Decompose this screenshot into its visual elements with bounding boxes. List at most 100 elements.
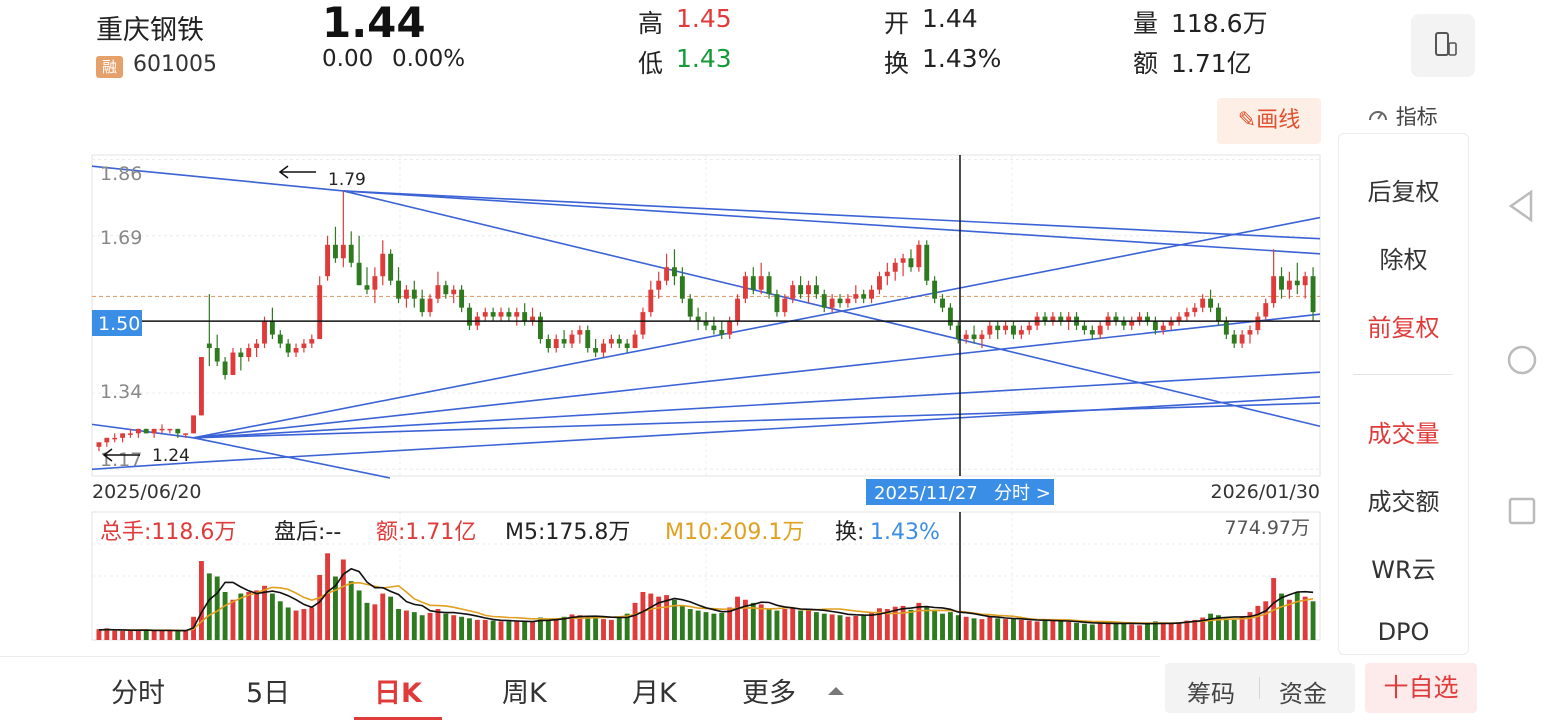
volume-bar: [908, 609, 914, 640]
candle-body: [1152, 321, 1158, 331]
crosshair-price-tag: [92, 310, 142, 336]
candle-body: [403, 289, 409, 299]
candle-body: [1208, 298, 1214, 308]
volume-bar: [593, 618, 599, 640]
back-nav-icon[interactable]: [1505, 189, 1539, 223]
funds-button[interactable]: 资金: [1279, 680, 1327, 708]
trendline: [91, 423, 194, 439]
screen-rotate-button[interactable]: [1411, 14, 1475, 77]
ex-rights-option[interactable]: 除权: [1379, 246, 1428, 274]
volume-bar: [230, 599, 236, 640]
kline-chart[interactable]: 1.86 1.69 1.34 1.17 1.50 1.79 1.24 2025/…: [0, 0, 1340, 656]
volume-bar: [1074, 622, 1079, 640]
draw-line-button[interactable]: ✎画线: [1217, 98, 1321, 144]
chart-grid: [91, 154, 1321, 641]
candle-body: [845, 298, 851, 304]
candle-body: [569, 334, 575, 344]
volume-bar: [679, 605, 685, 640]
tab-monthly-k[interactable]: 月K: [632, 678, 677, 709]
volume-bar: [1223, 618, 1229, 640]
volume-bar: [135, 629, 141, 640]
volume-bar: [900, 605, 906, 640]
trendline: [193, 402, 1321, 439]
volume-bar: [1286, 599, 1292, 640]
candle-body: [656, 280, 662, 290]
candle-body: [608, 339, 614, 344]
candle-body: [230, 352, 236, 375]
candle-body: [585, 330, 591, 349]
candle-body: [1145, 316, 1150, 322]
candle-body: [648, 289, 654, 313]
candle-body: [262, 321, 267, 344]
candle-body: [1239, 334, 1245, 344]
y-tick-label: 1.34: [100, 381, 142, 403]
volume-bar: [884, 609, 890, 640]
active-tab-indicator: [354, 717, 442, 720]
volume-bar: [561, 616, 567, 640]
volume-bar: [1184, 620, 1190, 640]
wr-indicator-option[interactable]: WR云: [1371, 556, 1436, 584]
volume-bar: [482, 619, 488, 640]
volume-bar: [1129, 624, 1135, 640]
candle-body: [214, 348, 220, 362]
backward-adjust-option[interactable]: 后复权: [1367, 178, 1440, 206]
volume-bar: [356, 590, 362, 640]
crosshair-date-tag[interactable]: [866, 479, 1054, 505]
volume-bar: [403, 610, 409, 640]
volume-ma5-line: [98, 567, 1314, 632]
tab-intraday[interactable]: 分时: [111, 678, 165, 709]
candle-body: [1294, 280, 1300, 286]
candle-body: [151, 428, 157, 434]
forward-adjust-option[interactable]: 前复权: [1367, 314, 1440, 342]
candle-body: [1050, 316, 1056, 322]
volume-bar: [1231, 619, 1237, 640]
candle-body: [309, 339, 315, 344]
volume-bar: [388, 596, 394, 640]
volume-bar: [987, 616, 993, 640]
dpo-indicator-option[interactable]: DPO: [1377, 618, 1430, 646]
candle-body: [254, 343, 260, 349]
open-label: 开: [884, 9, 910, 38]
candle-body: [947, 307, 953, 326]
candle-body: [616, 339, 622, 344]
tab-daily-k[interactable]: 日K: [374, 678, 422, 709]
recents-nav-icon[interactable]: [1505, 494, 1539, 528]
stock-code: 601005: [133, 52, 217, 77]
intraday-link[interactable]: 分时 >: [994, 483, 1051, 504]
candle-body: [790, 285, 796, 299]
candle-body: [695, 316, 701, 322]
candle-body: [459, 289, 465, 308]
volume-bar: [1003, 619, 1009, 640]
volume-bar: [459, 616, 465, 640]
tab-weekly-k[interactable]: 周K: [502, 678, 547, 709]
chips-button[interactable]: 筹码: [1187, 680, 1235, 708]
candle-body: [435, 285, 441, 299]
candle-body: [522, 312, 528, 322]
adjustment-panel: 后复权 除权 前复权 成交量 成交额 WR云 DPO: [1338, 133, 1469, 655]
volume-bar: [813, 612, 819, 640]
candle-body: [246, 348, 252, 358]
candle-body: [924, 244, 930, 281]
home-nav-icon[interactable]: [1505, 343, 1539, 377]
volume-bar: [672, 599, 677, 640]
volume-bar: [806, 609, 811, 640]
candle-body: [687, 298, 693, 317]
volume-bar: [695, 610, 701, 640]
volume-bar: [498, 621, 504, 640]
tab-more[interactable]: 更多: [742, 678, 796, 709]
vol-after-hours-label: 盘后:--: [274, 520, 341, 545]
vol-amount-label: 额:1.71亿: [376, 520, 476, 545]
candle-body: [806, 285, 811, 295]
open-value: 1.44: [922, 4, 978, 33]
add-watchlist-button[interactable]: 十自选: [1365, 663, 1477, 713]
tab-5day[interactable]: 5日: [246, 678, 291, 709]
candle-body: [703, 321, 709, 326]
volume-bar: [821, 613, 827, 640]
volume-indicator-option[interactable]: 成交量: [1367, 420, 1440, 448]
volume-bar: [1255, 605, 1261, 640]
candle-body: [679, 276, 685, 299]
volume-bar: [1042, 620, 1048, 640]
indicator-button[interactable]: 指标: [1367, 101, 1438, 131]
amount-indicator-option[interactable]: 成交额: [1367, 488, 1440, 516]
volume-bar: [1160, 622, 1166, 640]
